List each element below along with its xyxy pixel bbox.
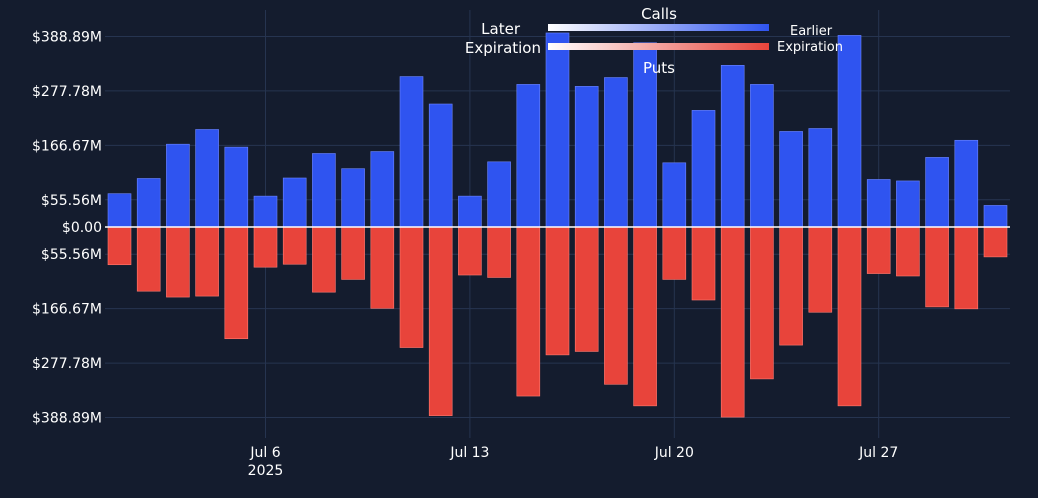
call-bar [516,84,541,228]
call-bar [224,146,249,228]
put-bar [779,226,803,346]
put-bar [662,226,687,280]
legend-calls-gradient [548,24,769,31]
put-bar [195,226,219,297]
call-bar [487,161,511,228]
call-bar [866,179,891,228]
call-bar [720,65,745,228]
call-bar [983,205,1008,228]
call-bar [370,151,395,228]
y-tick-label: $277.78M [32,84,102,100]
put-bar [866,226,891,274]
call-bar [399,76,424,228]
put-bar [720,226,745,418]
call-bar [312,153,336,228]
put-bar [224,226,249,340]
call-bar [925,157,949,228]
put-bar [808,226,833,313]
put-bar [370,226,395,309]
put-bar [896,226,920,277]
legend-earlier-label-line2: Expiration [777,40,843,55]
legend-puts-gradient [548,43,769,50]
put-bar [925,226,949,308]
put-bar [282,226,307,265]
bars-layer [107,32,1008,418]
call-bar [253,195,278,228]
put-bar [107,226,132,266]
put-bar [633,226,657,407]
y-tick-label: $55.56M [41,193,102,209]
call-bar [604,77,628,228]
put-bar [487,226,511,278]
x-tick-label: Jul 20 [654,445,694,461]
put-bar [837,226,862,407]
put-bar [954,226,979,310]
legend-calls-label: Calls [641,5,677,23]
call-bar [750,84,774,228]
put-bar [750,226,774,380]
call-bar [662,162,687,228]
call-bar [954,139,979,228]
put-bar [312,226,336,293]
call-bar [428,103,453,228]
put-bar [691,226,716,301]
x-tick-label: Jul 27 [858,445,898,461]
call-bar [574,86,599,228]
call-bar [837,35,862,228]
legend-earlier-label-line1: Earlier [790,24,833,39]
x-axis-tick-labels: Jul 6 2025 Jul 13 Jul 20 Jul 27 [248,445,899,479]
y-axis-tick-labels: $388.89M $277.78M $166.67M $55.56M $0.00 $55.… [32,29,102,426]
put-bar [136,226,161,292]
y-tick-label: $0.00 [62,220,102,236]
x-tick-label: Jul 13 [449,445,489,461]
call-bar [779,131,803,228]
x-tick-year-label: 2025 [248,463,284,479]
y-tick-label: $166.67M [32,302,102,318]
put-bar [516,226,541,397]
put-bar [545,226,570,356]
legend-later-label-line1: Later [481,20,521,38]
call-bar [107,193,132,228]
call-bar [136,178,161,228]
put-bar [341,226,365,280]
call-bar [195,129,219,228]
call-bar [896,180,920,228]
put-bar [253,226,278,268]
call-bar [691,110,716,228]
y-tick-label: $388.89M [32,411,102,427]
put-bar [604,226,628,385]
call-bar [545,32,570,228]
call-bar [341,168,365,228]
x-tick-label: Jul 6 [249,445,280,461]
call-bar [808,128,833,228]
legend: Calls Puts Later Expiration Earlier Expi… [465,5,843,77]
legend-puts-label: Puts [643,59,675,77]
y-tick-label: $388.89M [32,29,102,45]
y-tick-label: $277.78M [32,356,102,372]
legend-later-label-line2: Expiration [465,39,541,57]
call-bar [458,195,482,228]
y-tick-label: $166.67M [32,138,102,154]
put-bar [428,226,453,416]
put-bar [166,226,190,298]
put-bar [983,226,1008,258]
put-bar [399,226,424,348]
call-bar [282,177,307,228]
call-bar [166,143,190,228]
put-bar [458,226,482,276]
y-tick-label: $55.56M [41,247,102,263]
put-bar [574,226,599,352]
